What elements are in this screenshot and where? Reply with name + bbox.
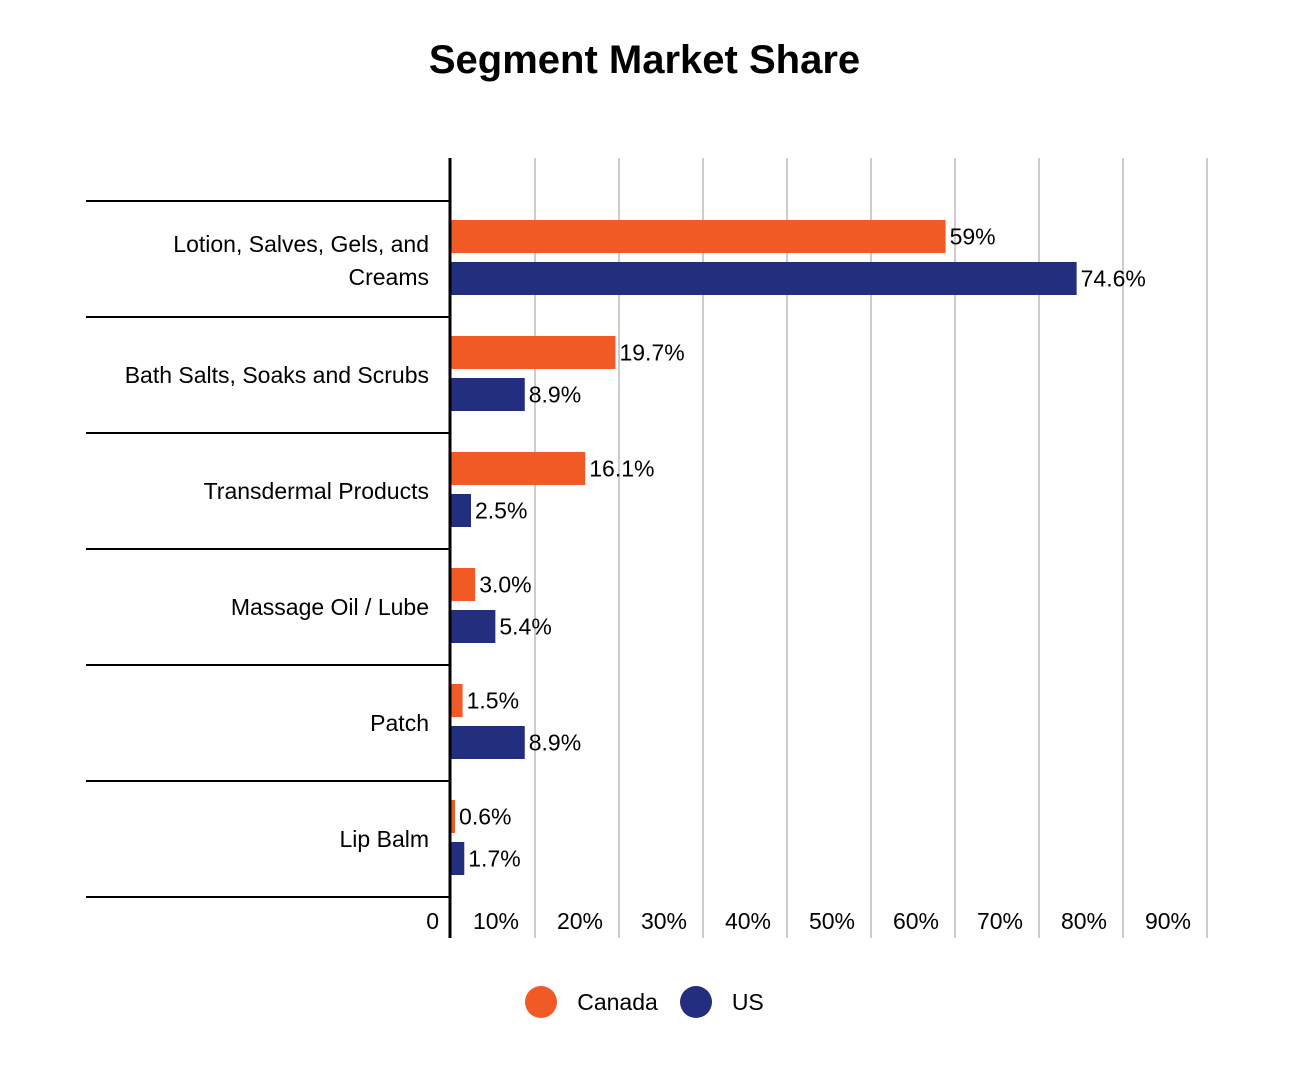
data-label: 1.5% xyxy=(467,688,519,714)
legend-label: US xyxy=(731,988,764,1015)
data-label: 74.6% xyxy=(1081,266,1146,292)
data-label: 1.7% xyxy=(468,846,520,872)
data-label: 2.5% xyxy=(475,498,527,524)
bar xyxy=(450,220,946,253)
x-tick-labels: 0 10% 20% 30% 40% 50% 60% 70% 80% 90% xyxy=(426,908,1191,934)
category-label: Transdermal Products xyxy=(204,478,429,504)
data-label: 0.6% xyxy=(459,804,511,830)
legend-swatch xyxy=(679,986,712,1018)
x-tick-label: 60% xyxy=(893,908,939,934)
x-tick-label: 90% xyxy=(1145,908,1191,934)
bar xyxy=(450,494,471,527)
data-label: 3.0% xyxy=(479,572,531,598)
bar xyxy=(450,336,616,369)
x-tick-label: 70% xyxy=(977,908,1023,934)
legend-item: Canada xyxy=(525,986,658,1018)
bar xyxy=(450,452,586,485)
bar xyxy=(450,262,1077,295)
x-tick-label: 80% xyxy=(1061,908,1107,934)
bar xyxy=(450,800,456,833)
bar xyxy=(450,568,476,601)
category-separators xyxy=(86,200,450,898)
bar xyxy=(450,684,463,717)
data-labels: 59% 19.7% 16.1% 3.0% 1.5% 0.6% 74.6% 8.9% 2.5% 5.… xyxy=(459,224,1146,872)
category-label: Lip Balm xyxy=(340,826,429,852)
x-tick-label: 0 xyxy=(426,908,439,934)
chart-title: Segment Market Share xyxy=(428,38,861,82)
data-label: 59% xyxy=(950,224,996,250)
data-label: 5.4% xyxy=(499,614,551,640)
data-label: 8.9% xyxy=(529,382,581,408)
bar xyxy=(450,610,496,643)
category-labels: Lotion, Salves, Gels, and Creams Bath Salt… xyxy=(125,231,429,852)
bar xyxy=(450,726,525,759)
x-tick-label: 20% xyxy=(557,908,603,934)
data-label: 8.9% xyxy=(529,730,581,756)
category-label: Bath Salts, Soaks and Scrubs xyxy=(125,362,429,388)
data-label: 19.7% xyxy=(619,340,684,366)
x-tick-label: 10% xyxy=(473,908,519,934)
bar xyxy=(450,842,465,875)
bars xyxy=(450,220,1077,875)
category-label: Lotion, Salves, Gels, and Creams xyxy=(173,231,429,290)
x-tick-label: 30% xyxy=(641,908,687,934)
x-tick-label: 50% xyxy=(809,908,855,934)
category-label: Patch xyxy=(370,710,429,736)
legend-item: US xyxy=(679,986,764,1018)
x-tick-label: 40% xyxy=(725,908,771,934)
category-label: Massage Oil / Lube xyxy=(231,594,429,620)
legend-label: Canada xyxy=(577,988,658,1015)
data-label: 16.1% xyxy=(589,456,654,482)
legend-swatch xyxy=(525,986,558,1018)
legend: Canada US xyxy=(0,986,1289,1018)
bar xyxy=(450,378,525,411)
